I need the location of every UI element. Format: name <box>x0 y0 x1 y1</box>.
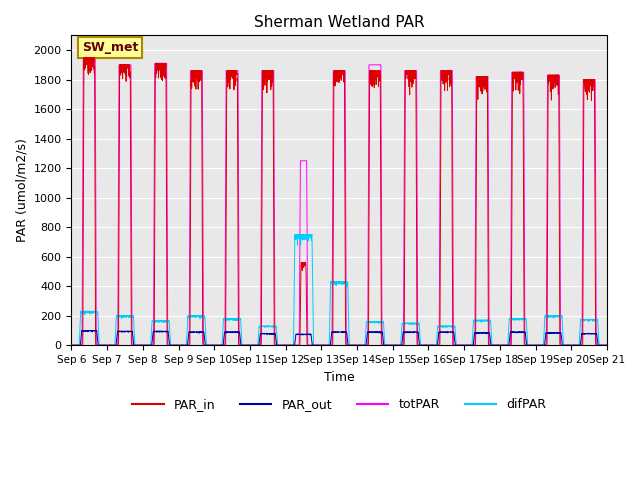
X-axis label: Time: Time <box>324 371 355 384</box>
Text: SW_met: SW_met <box>82 41 138 54</box>
Y-axis label: PAR (umol/m2/s): PAR (umol/m2/s) <box>15 138 28 242</box>
Legend: PAR_in, PAR_out, totPAR, difPAR: PAR_in, PAR_out, totPAR, difPAR <box>127 394 551 417</box>
Title: Sherman Wetland PAR: Sherman Wetland PAR <box>254 15 424 30</box>
